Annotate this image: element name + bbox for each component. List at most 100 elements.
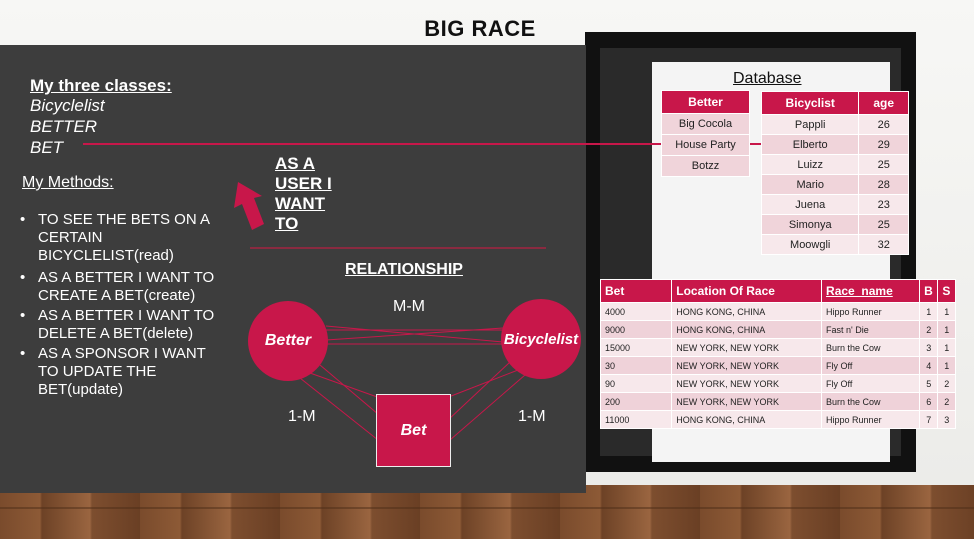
bet-table-cell: 1 bbox=[937, 320, 956, 339]
connector-line bbox=[83, 143, 763, 145]
bet-table-cell: 4 bbox=[919, 356, 939, 375]
bet-table-cell: 1 bbox=[919, 302, 939, 321]
divider-line bbox=[250, 247, 546, 249]
bet-table-cell: 4000 bbox=[599, 302, 673, 321]
better-table-cell: Botzz bbox=[661, 155, 750, 177]
bet-table-cell: 30 bbox=[599, 356, 673, 375]
bicyclist-table-cell: Moowgli bbox=[760, 234, 860, 255]
bicyclist-table-cell: Pappli bbox=[760, 114, 860, 135]
method-item: • AS A BETTER I WANT TO CREATE A BET(crea… bbox=[20, 269, 215, 304]
bet-table-cell: 15000 bbox=[599, 338, 673, 357]
bet-table: Bet Location Of Race Race_name B S 4000 H… bbox=[599, 279, 956, 429]
bet-table-cell: NEW YORK, NEW YORK bbox=[671, 338, 823, 357]
method-item: • AS A SPONSOR I WANT TO UPDATE THE BET(u… bbox=[20, 345, 206, 398]
bet-table-header: B bbox=[919, 279, 939, 303]
bicyclist-table-cell: Luizz bbox=[760, 154, 860, 175]
slide-title: BIG RACE bbox=[424, 16, 536, 41]
mm-label: M-M bbox=[393, 298, 425, 315]
method-item: • TO SEE THE BETS ON A CERTAIN BICYCLELIS… bbox=[20, 211, 210, 264]
bicyclist-table-cell: 25 bbox=[858, 154, 909, 175]
bet-table-cell: 1 bbox=[937, 302, 956, 321]
better-table-cell: House Party bbox=[661, 134, 750, 156]
bet-table-cell: 2 bbox=[937, 374, 956, 393]
bet-table-cell: Fast n' Die bbox=[821, 320, 921, 339]
table-row: Luizz 25 bbox=[760, 154, 909, 175]
classes-heading: My three classes: bbox=[30, 76, 172, 95]
bet-table-cell: Burn the Cow bbox=[821, 392, 921, 411]
table-row: 9000 HONG KONG, CHINA Fast n' Die 2 1 bbox=[599, 320, 956, 339]
bet-table-cell: NEW YORK, NEW YORK bbox=[671, 356, 823, 375]
better-table-header: Better bbox=[661, 90, 750, 114]
bicyclist-table-cell: 28 bbox=[858, 174, 909, 195]
pointer-arrow-icon bbox=[234, 182, 264, 230]
om-left-label: 1-M bbox=[288, 408, 316, 425]
table-row: Mario 28 bbox=[760, 174, 909, 195]
bet-table-cell: 5 bbox=[919, 374, 939, 393]
table-row: 30 NEW YORK, NEW YORK Fly Off 4 1 bbox=[599, 356, 956, 375]
wood-floor bbox=[0, 485, 974, 539]
bet-table-cell: 1 bbox=[937, 338, 956, 357]
relationship-heading: RELATIONSHIP bbox=[345, 261, 463, 278]
bet-table-cell: 7 bbox=[919, 410, 939, 429]
bet-table-cell: 2 bbox=[919, 320, 939, 339]
bet-table-header: Location Of Race bbox=[671, 279, 823, 303]
bicyclist-table: Bicyclist age Pappli 26 Elberto 29 Luizz 25 Ma… bbox=[760, 91, 909, 255]
bicyclist-table-cell: 32 bbox=[858, 234, 909, 255]
bet-table-cell: 6 bbox=[919, 392, 939, 411]
bet-table-cell: HONG KONG, CHINA bbox=[671, 410, 823, 429]
bet-table-header: Race_name bbox=[821, 279, 921, 303]
bet-table-cell: Fly Off bbox=[821, 356, 921, 375]
bet-table-cell: 3 bbox=[937, 410, 956, 429]
table-row: Juena 23 bbox=[760, 194, 909, 215]
bet-table-cell: 11000 bbox=[599, 410, 673, 429]
bet-table-cell: NEW YORK, NEW YORK bbox=[671, 374, 823, 393]
bicyclist-table-cell: Mario bbox=[760, 174, 860, 195]
content-panel bbox=[0, 45, 586, 493]
bet-table-cell: 1 bbox=[937, 356, 956, 375]
class-item: Bicyclelist bbox=[30, 96, 105, 115]
bet-table-cell: Hippo Runner bbox=[821, 302, 921, 321]
table-row: 200 NEW YORK, NEW YORK Burn the Cow 6 2 bbox=[599, 392, 956, 411]
bicyclist-table-header: age bbox=[858, 91, 909, 115]
bicyclist-table-cell: Juena bbox=[760, 194, 860, 215]
table-row: Moowgli 32 bbox=[760, 234, 909, 255]
bet-table-cell: 200 bbox=[599, 392, 673, 411]
bicyclelist-node: Bicyclelist bbox=[501, 299, 581, 379]
bet-table-header: S bbox=[937, 279, 956, 303]
method-item: • AS A BETTER I WANT TO DELETE A BET(dele… bbox=[20, 307, 215, 342]
bet-table-cell: 2 bbox=[937, 392, 956, 411]
bicyclist-table-cell: 29 bbox=[858, 134, 909, 155]
table-row: 11000 HONG KONG, CHINA Hippo Runner 7 3 bbox=[599, 410, 956, 429]
bicyclist-table-cell: 25 bbox=[858, 214, 909, 235]
table-row: Simonya 25 bbox=[760, 214, 909, 235]
bicyclist-table-cell: 23 bbox=[858, 194, 909, 215]
better-table: Better Big Cocola House Party Botzz bbox=[661, 90, 750, 177]
class-item: BETTER bbox=[30, 117, 98, 136]
table-row: 15000 NEW YORK, NEW YORK Burn the Cow 3 1 bbox=[599, 338, 956, 357]
better-table-cell: Big Cocola bbox=[661, 113, 750, 135]
user-story: AS A USER I WANT TO bbox=[275, 154, 332, 233]
bet-table-cell: 3 bbox=[919, 338, 939, 357]
bicyclist-table-cell: 26 bbox=[858, 114, 909, 135]
bet-table-cell: HONG KONG, CHINA bbox=[671, 320, 823, 339]
table-row: 4000 HONG KONG, CHINA Hippo Runner 1 1 bbox=[599, 302, 956, 321]
bet-table-cell: HONG KONG, CHINA bbox=[671, 302, 823, 321]
bet-table-cell: 90 bbox=[599, 374, 673, 393]
table-row: Pappli 26 bbox=[760, 114, 909, 135]
bet-table-header: Bet bbox=[599, 279, 673, 303]
bicyclist-table-cell: Simonya bbox=[760, 214, 860, 235]
class-item: BET bbox=[30, 138, 64, 157]
bet-table-cell: Fly Off bbox=[821, 374, 921, 393]
bet-node: Bet bbox=[376, 394, 451, 467]
bicyclist-table-cell: Elberto bbox=[760, 134, 860, 155]
methods-heading: My Methods: bbox=[22, 174, 114, 191]
bicyclist-table-header: Bicyclist bbox=[760, 91, 860, 115]
table-row: Elberto 29 bbox=[760, 134, 909, 155]
bet-table-cell: Hippo Runner bbox=[821, 410, 921, 429]
om-right-label: 1-M bbox=[518, 408, 546, 425]
better-node: Better bbox=[248, 301, 328, 381]
table-row: 90 NEW YORK, NEW YORK Fly Off 5 2 bbox=[599, 374, 956, 393]
bet-table-cell: 9000 bbox=[599, 320, 673, 339]
database-title: Database bbox=[733, 70, 802, 87]
